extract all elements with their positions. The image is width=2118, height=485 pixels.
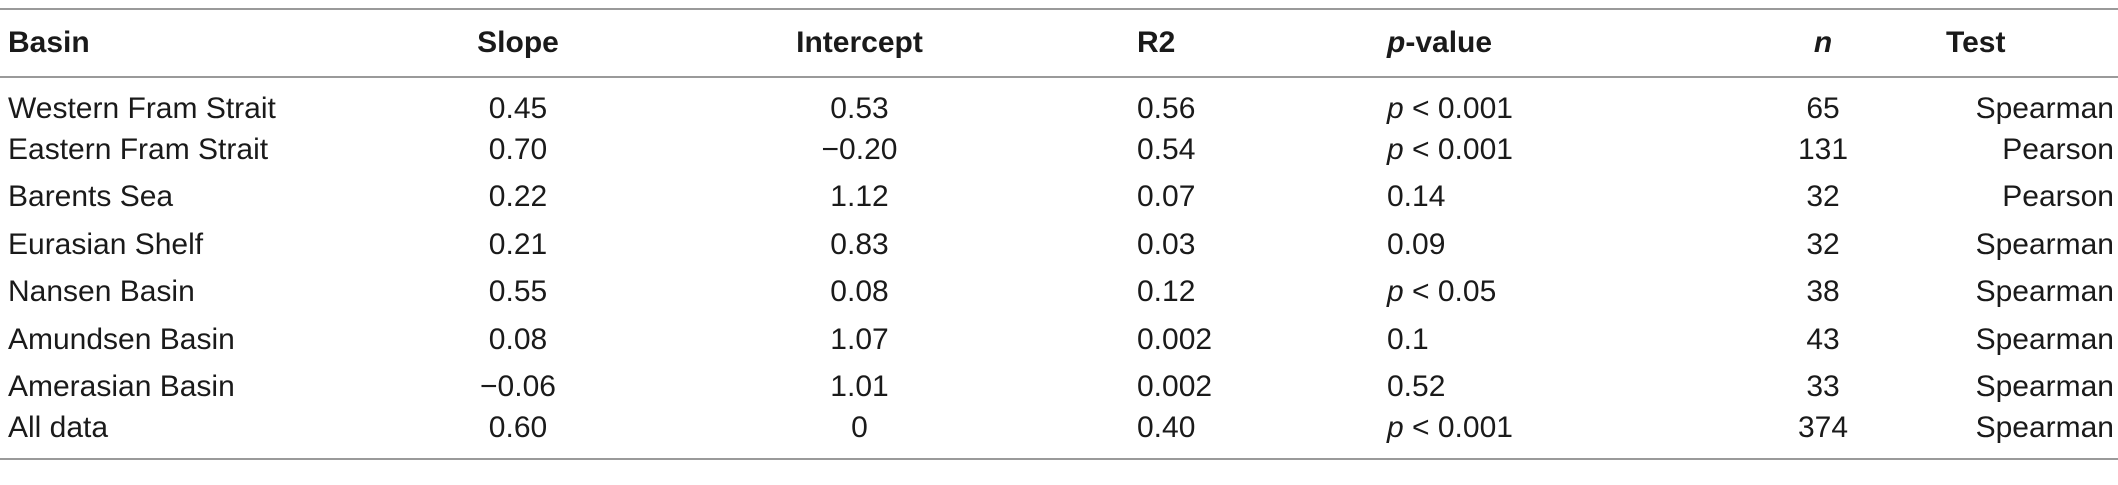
header-p-rest: -value [1405,26,1493,59]
cell-test: Spearman [1975,370,2114,404]
cell-intercept: 1.01 [830,370,889,404]
table-header: Basin Slope Intercept R2 p-value n Test [0,9,2118,77]
cell-test: Spearman [1975,322,2114,356]
cell-test: Pearson [2002,180,2114,214]
cell-p-value: p < 0.001 [1365,126,1700,174]
cell-intercept: 0.08 [830,275,889,309]
cell-p-value: p < 0.05 [1365,269,1700,317]
cell-r2: 0.56 [1137,92,1196,125]
p-number: 0.09 [1387,227,1446,261]
p-italic: p [1387,92,1404,125]
table-row: Amundsen Basin 0.08 1.07 0.002 0.1 43 Spearman [0,316,2118,364]
cell-p-value: 0.14 [1365,174,1700,222]
cell-basin: Eastern Fram Strait [8,132,269,166]
regression-table: Basin Slope Intercept R2 p-value n Test … [0,8,2118,460]
cell-test: Spearman [1975,411,2114,445]
cell-basin: Amerasian Basin [8,370,235,404]
p-number: 0.14 [1387,180,1446,214]
cell-basin: Barents Sea [8,180,174,214]
header-n-italic: n [1813,26,1833,59]
p-number: < 0.001 [1403,411,1513,445]
cell-intercept: −0.20 [821,132,898,166]
header-p-italic: p [1387,26,1406,59]
cell-basin: Eurasian Shelf [8,227,204,261]
cell-test: Spearman [1975,275,2114,309]
cell-slope: 0.55 [488,275,548,309]
cell-intercept: 0 [851,411,868,445]
table-row: Eurasian Shelf 0.21 0.83 0.03 0.09 32 Spearman [0,221,2118,269]
cell-n: 33 [1806,370,1840,404]
cell-r2: 0.54 [1137,132,1196,166]
cell-slope: 0.45 [488,92,548,125]
cell-intercept: 0.53 [830,92,889,125]
cell-intercept: 1.07 [830,322,889,356]
cell-p-value: p < 0.001 [1365,411,1700,459]
cell-slope: 0.08 [488,322,548,356]
p-italic: p [1387,275,1404,309]
header-slope: Slope [477,26,559,59]
cell-basin: Nansen Basin [8,275,195,309]
cell-r2: 0.40 [1137,411,1196,445]
p-number: 0.52 [1387,370,1446,404]
cell-basin: Amundsen Basin [8,322,235,356]
p-italic: p [1387,132,1404,166]
table-row: Barents Sea 0.22 1.12 0.07 0.14 32 Pearson [0,174,2118,222]
table-row: Amerasian Basin −0.06 1.01 0.002 0.52 33 Spear… [0,364,2118,412]
header-n: n [1700,9,1946,77]
table-body: Western Fram Strait 0.45 0.53 0.56 p < 0.001… [0,77,2118,459]
header-r2: R2 [1137,26,1176,59]
cell-n: 32 [1806,227,1840,261]
p-number: < 0.05 [1403,275,1497,309]
cell-r2: 0.002 [1137,322,1213,356]
cell-slope: 0.21 [488,227,548,261]
cell-p-value: 0.1 [1365,316,1700,364]
header-row: Basin Slope Intercept R2 p-value n Test [0,9,2118,77]
cell-intercept: 0.83 [830,227,889,261]
cell-test: Pearson [2002,132,2114,166]
p-number: 0.1 [1387,322,1429,356]
table-row: All data 0.60 0 0.40 p < 0.001 374 Spearman [0,411,2118,459]
cell-intercept: 1.12 [830,180,889,214]
cell-n: 32 [1806,180,1840,214]
cell-n: 43 [1806,322,1840,356]
cell-test: Spearman [1975,92,2114,125]
cell-slope: −0.06 [480,370,556,404]
cell-r2: 0.12 [1137,275,1196,309]
cell-test: Spearman [1975,227,2114,261]
header-basin: Basin [8,26,90,59]
table-row: Western Fram Strait 0.45 0.53 0.56 p < 0.001… [0,77,2118,126]
header-p-value: p-value [1365,9,1700,77]
cell-basin: Western Fram Strait [8,92,276,125]
p-number: < 0.001 [1403,92,1513,125]
cell-p-value: 0.52 [1365,364,1700,412]
table-row: Nansen Basin 0.55 0.08 0.12 p < 0.05 38 Spearm… [0,269,2118,317]
cell-slope: 0.22 [488,180,548,214]
cell-p-value: 0.09 [1365,221,1700,269]
cell-slope: 0.70 [488,132,548,166]
header-test: Test [1946,26,2006,59]
cell-n: 65 [1806,92,1840,125]
cell-n: 38 [1806,275,1840,309]
p-number: < 0.001 [1403,132,1513,166]
cell-n: 131 [1797,132,1849,166]
table-row: Eastern Fram Strait 0.70 −0.20 0.54 p < 0.00… [0,126,2118,174]
cell-r2: 0.07 [1137,180,1196,214]
cell-r2: 0.002 [1137,370,1213,404]
header-intercept: Intercept [796,26,923,59]
cell-slope: 0.60 [488,411,548,445]
cell-n: 374 [1797,411,1849,445]
cell-r2: 0.03 [1137,227,1196,261]
cell-p-value: p < 0.001 [1365,77,1700,126]
cell-basin: All data [8,411,109,445]
p-italic: p [1387,411,1404,445]
